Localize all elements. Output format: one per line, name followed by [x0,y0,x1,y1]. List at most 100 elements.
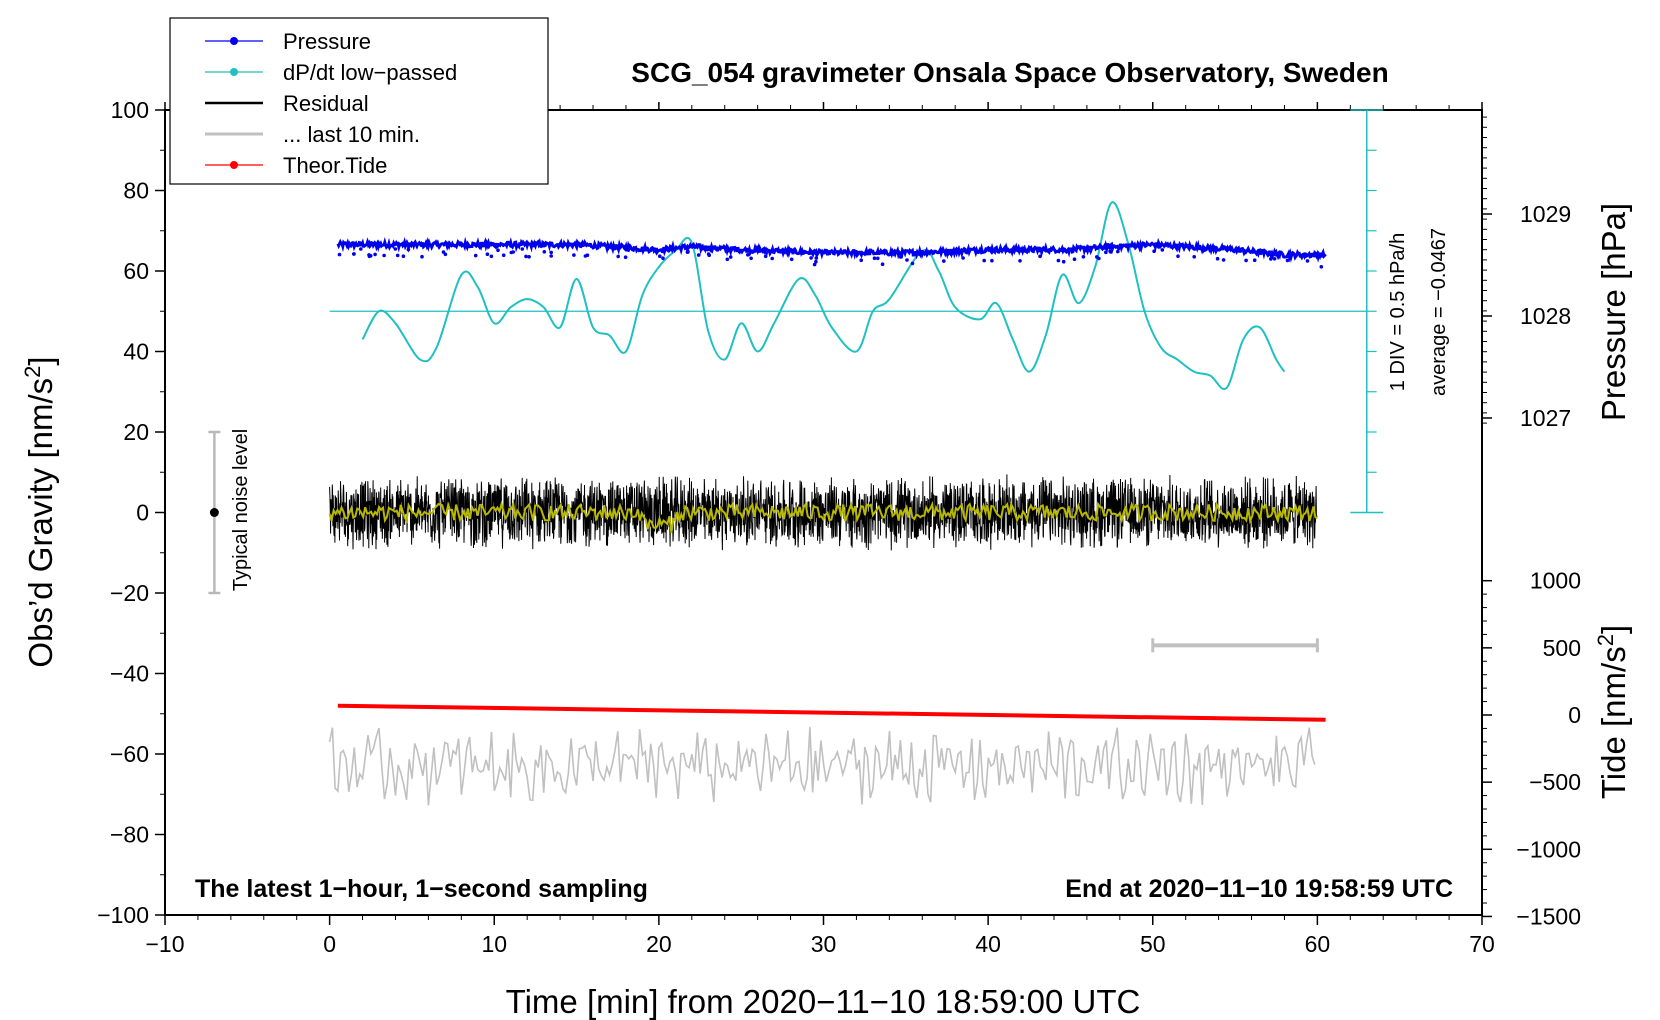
pressure-point [1108,249,1112,253]
dpdt-line [361,201,1286,391]
pressure-point [696,253,701,257]
chart-title: SCG_054 gravimeter Onsala Space Observat… [631,57,1388,88]
y-tick-label: 0 [136,500,149,526]
residual-line [329,474,1318,551]
pressure-point [859,258,863,263]
pressure-point [542,250,547,254]
pressure-point [1221,258,1226,262]
div-label: 1 DIV = 0.5 hPa/h [1387,233,1409,391]
pressure-point [395,253,400,258]
pressure-point [749,256,753,261]
pressure-point [623,255,628,259]
x-tick-label: 10 [481,931,507,957]
y-tick-label: −100 [97,902,149,928]
pressure-point [489,254,494,259]
pressure-tick-label: 1029 [1520,201,1571,227]
y-axis-title-left-main: Obs’d Gravity [nm/s [22,378,59,668]
residual-smoothed-series [328,500,1318,534]
pressure-point [337,252,342,257]
pressure-point [880,262,885,267]
pressure-point [658,254,662,258]
pressure-point [511,250,515,254]
pressure-point [661,256,665,261]
pressure-axis-title: Pressure [hPa] [1595,203,1632,421]
pressure-point [1104,250,1108,255]
x-tick-label: 50 [1140,931,1166,957]
x-tick-label: 20 [646,931,672,957]
tide-axis-title-sup: 2 [1593,634,1618,646]
pressure-point [527,254,531,259]
tide-tick-label: 500 [1543,635,1581,661]
pressure-point [420,254,424,259]
pressure-point [1244,258,1248,263]
x-tick-label: 30 [811,931,837,957]
pressure-point [572,253,576,257]
pressure-point [373,252,377,257]
average-label: average = −0.0467 [1428,228,1450,396]
pressure-point [524,254,528,259]
pressure-point [496,248,500,252]
pressure-point [352,252,356,256]
pressure-point [485,252,490,256]
tide-series [337,703,1326,722]
pressure-point [707,253,711,258]
y-axis-ticks: 100 80 60 40 20 0 −20 −40 −60 −80 −100 [97,97,165,928]
pressure-point [872,256,877,261]
pressure-point [1018,259,1022,263]
pressure-point [393,247,398,251]
pressure-point [401,254,406,258]
legend-label: ... last 10 min. [283,122,420,147]
legend-box [169,17,549,185]
pressure-point [1305,259,1310,263]
residual-series [329,474,1318,551]
tide-tick-label: −500 [1529,769,1581,795]
pressure-point [789,257,794,262]
noise-level-label: Typical noise level [230,429,252,591]
y-tick-label: −60 [110,741,149,767]
y-tick-label: 60 [123,258,149,284]
legend-swatch-marker [230,161,238,169]
tide-tick-label: 0 [1568,702,1581,728]
legend-label: Pressure [283,29,371,54]
pressure-point [406,247,411,252]
x-axis-title: Time [min] from 2020−11−10 18:59:00 UTC [506,983,1141,1020]
last10-line [328,727,1316,806]
x-tick-label: 0 [323,931,336,957]
pressure-tick-label: 1028 [1520,303,1571,329]
pressure-point [1269,255,1274,260]
pressure-point [473,253,478,258]
pressure-point [770,256,774,261]
pressure-point [549,254,553,258]
legend-swatch-marker [230,68,238,76]
pressure-point [1061,259,1066,264]
x-tick-label: 40 [975,931,1001,957]
pressure-point [876,256,880,261]
pressure-point [812,262,817,267]
legend-items: Pressure dP/dt low−passed Residual ... last… [205,29,457,178]
pressure-point [1056,258,1061,263]
x-tick-label: −10 [145,931,184,957]
tide-axis-title: Tide [nm/s2] [1593,625,1633,799]
pressure-point [982,258,986,263]
pressure-point [501,253,506,257]
pressure-point [1152,249,1156,253]
y-tick-label: 20 [123,419,149,445]
pressure-point [809,256,813,260]
pressure-point [961,256,965,260]
tide-axis-title-main: Tide [nm/s [1595,646,1632,799]
y-axis-title-left-sup: 2 [20,366,45,378]
pressure-point [728,255,733,259]
tide-tick-label: −1500 [1516,903,1581,929]
x-tick-label: 70 [1469,931,1495,957]
bottom-right-note: End at 2020−11−10 19:58:59 UTC [1065,875,1453,903]
pressure-point [1081,254,1086,259]
pressure-point [763,254,768,259]
pressure-point [814,259,818,264]
tide-tick-label: 1000 [1530,568,1581,594]
pressure-point [549,250,553,255]
pressure-point [898,255,903,259]
legend: Pressure dP/dt low−passed Residual ... last… [169,17,549,185]
pressure-point [359,247,363,251]
annotation-marks [208,430,1319,653]
